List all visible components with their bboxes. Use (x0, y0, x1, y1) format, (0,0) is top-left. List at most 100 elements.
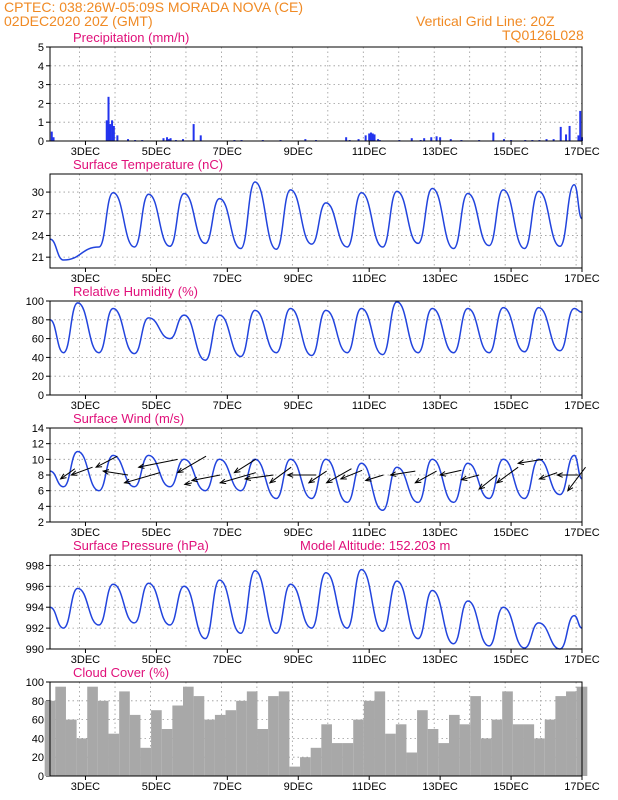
precip-bar (50, 131, 53, 141)
wind-arrow-head (389, 471, 397, 477)
x-tick-label-temp: 9DEC (284, 273, 313, 285)
y-tick-label-cloud: 80 (32, 696, 44, 708)
wind-arrow (103, 470, 129, 476)
x-tick-label-rh: 17DEC (564, 400, 600, 412)
precip-bar (364, 135, 367, 141)
y-tick-label-cloud: 60 (32, 715, 44, 727)
wind-arrow-head (218, 478, 227, 485)
wind-arrow (518, 458, 544, 464)
x-tick-label-wind: 5DEC (142, 527, 171, 539)
cloud-bar (161, 729, 173, 776)
wind-arrow-head (268, 477, 276, 484)
precip-bar (112, 125, 115, 141)
cloud-bar (555, 696, 567, 776)
wind-arrow-head (516, 459, 525, 466)
panel-title-precip: Precipitation (mm/h) (73, 30, 189, 45)
wind-arrow-head (94, 462, 103, 468)
precip-bar (545, 139, 548, 141)
precip-bar (167, 139, 170, 141)
y-tick-label-wind: 4 (38, 501, 44, 513)
precip-bar (410, 138, 413, 141)
panel-frame-temp (49, 173, 583, 269)
panel-title-pres: Surface Pressure (hPa) (73, 538, 209, 553)
wind-arrow-head (414, 477, 422, 484)
precip-bar (371, 133, 374, 141)
precip-bar (423, 138, 426, 141)
x-tick-label-cloud: 17DEC (564, 781, 600, 793)
precip-bar (492, 132, 495, 141)
precip-bar (107, 96, 110, 141)
series-line-pres (49, 568, 583, 650)
cloud-bar (427, 729, 439, 776)
wind-arrow (234, 458, 256, 474)
wind-arrow-head (538, 474, 546, 480)
x-tick-label-cloud: 15DEC (493, 781, 529, 793)
x-tick-label-rh: 7DEC (213, 400, 242, 412)
panel-frame-rh (49, 300, 583, 396)
x-tick-label-precip: 9DEC (284, 146, 313, 158)
x-tick-label-rh: 15DEC (493, 400, 529, 412)
cloud-bar (480, 738, 492, 776)
x-tick-label-wind: 9DEC (284, 527, 313, 539)
y-tick-label-temp: 30 (32, 187, 44, 199)
y-tick-label-pres: 992 (26, 623, 44, 635)
cloud-bar (268, 696, 279, 776)
cloud-bar (225, 710, 237, 776)
y-tick-label-cloud: 100 (26, 677, 44, 689)
x-tick-label-pres: 7DEC (213, 654, 242, 666)
wind-arrow (124, 472, 161, 484)
x-tick-label-rh: 3DEC (71, 400, 100, 412)
precip-bar (169, 138, 172, 141)
cloud-bar (55, 686, 66, 776)
y-tick-label-wind: 8 (38, 470, 44, 482)
precip-bar (369, 132, 372, 141)
cloud-bar (236, 700, 247, 776)
y-tick-label-pres: 994 (26, 602, 44, 614)
wind-arrow-head (101, 469, 110, 475)
panel-rh: Relative Humidity (%) 0 20 40 60 80 100 3DEC 5DE… (26, 284, 600, 412)
precip-bar (579, 110, 582, 141)
y-tick-label-rh: 100 (26, 296, 44, 308)
y-tick-label-rh: 60 (32, 334, 44, 346)
x-tick-label-precip: 17DEC (564, 146, 600, 158)
wind-arrow-head (70, 470, 78, 476)
cloud-bar (97, 700, 109, 776)
x-tick-label-rh: 11DEC (352, 400, 387, 412)
wind-arrow-head (233, 467, 241, 474)
header-station: CPTEC: 038:26W-05:09S MORADA NOVA (CE) (4, 0, 304, 15)
precip-bar (52, 137, 55, 141)
cloud-bar (363, 700, 375, 776)
cloud-bar (523, 724, 535, 776)
wind-arrow-head (567, 484, 574, 492)
y-tick-label-rh: 20 (32, 371, 44, 383)
x-tick-label-cloud: 7DEC (213, 781, 242, 793)
x-tick-label-temp: 13DEC (422, 273, 458, 285)
x-tick-label-cloud: 3DEC (71, 781, 100, 793)
precip-bar (368, 133, 371, 141)
cloud-bar (502, 691, 513, 776)
wind-arrow-head (460, 475, 468, 481)
x-tick-label-temp: 5DEC (142, 273, 171, 285)
wind-arrow (567, 466, 586, 491)
wind-arrow-head (307, 477, 315, 484)
panel-title-temp: Surface Temperature (nC) (73, 157, 223, 172)
wind-arrow-head (325, 477, 333, 484)
cloud-bar (65, 719, 77, 776)
cloud-bar (406, 752, 418, 776)
panel-frame-precip (49, 46, 583, 142)
cloud-bar (385, 733, 396, 776)
precip-bar (430, 137, 433, 141)
model-altitude-label: Model Altitude: 152.203 m (300, 538, 450, 553)
precip-bar (162, 138, 165, 141)
cloud-bar (491, 719, 503, 776)
precip-bar (439, 137, 442, 141)
cloud-bar (119, 691, 130, 776)
cloud-bar (566, 691, 577, 776)
wind-arrow (496, 466, 519, 484)
cloud-bar (140, 747, 152, 776)
cloud-bar (87, 686, 98, 776)
y-tick-label-wind: 2 (38, 517, 44, 529)
x-tick-label-pres: 5DEC (142, 654, 171, 666)
cloud-bar (151, 710, 162, 776)
